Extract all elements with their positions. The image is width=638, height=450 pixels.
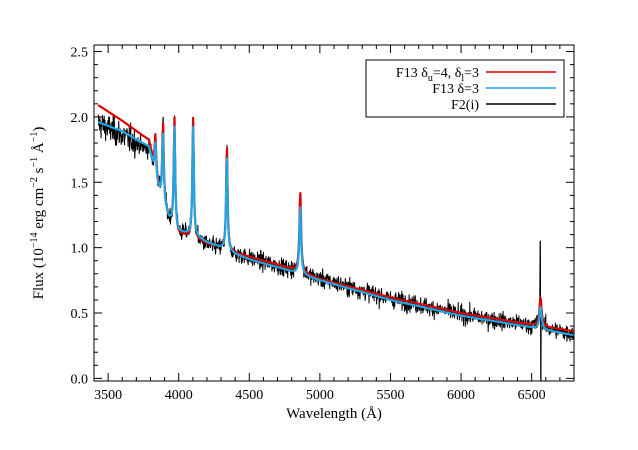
ticks-layer: 3500 4000 4500 5000 5500 6000 6500 0.0 0.5 1.0 1.5… — [71, 45, 575, 403]
y-axis-label-exponent: −1 — [29, 132, 40, 143]
y-axis-label-part: erg cm — [31, 187, 47, 232]
y-tick-label: 2.5 — [71, 46, 89, 61]
x-tick-label: 4500 — [235, 388, 263, 403]
x-tick-label: 5000 — [306, 388, 334, 403]
y-axis-label: Flux (10−14 erg cm−2 s−1 Å−1) — [29, 127, 47, 300]
y-axis-label-part: s — [31, 167, 47, 177]
series-layer — [97, 104, 575, 382]
legend: F13 δu=4, δl=3 F13 δ=3 F2(i) — [365, 59, 565, 118]
y-tick-label: 0.5 — [71, 307, 89, 322]
x-tick-label: 6000 — [447, 388, 475, 403]
y-axis-label-part: Å — [31, 142, 47, 157]
x-tick-label: 3500 — [94, 388, 122, 403]
legend-label-f13-d3: F13 δ=3 — [432, 82, 479, 97]
y-axis-label-part: Flux (10 — [31, 248, 47, 299]
x-tick-label: 4000 — [165, 388, 193, 403]
y-tick-label: 2.0 — [71, 111, 89, 126]
x-axis-label: Wavelength (Å) — [286, 406, 382, 422]
y-axis-label-exponent: −1 — [29, 157, 40, 168]
legend-label-f13-du4-dl3: F13 δu=4, δl=3 — [396, 66, 479, 84]
y-tick-label: 1.5 — [71, 176, 89, 191]
y-tick-label: 0.0 — [71, 372, 89, 387]
x-tick-label: 5500 — [376, 388, 404, 403]
y-axis-label-exponent: −14 — [29, 232, 40, 248]
series-line-f13-3 — [97, 121, 575, 337]
y-tick-label: 1.0 — [71, 242, 89, 257]
legend-label-f2i: F2(i) — [451, 98, 479, 113]
y-axis-label-exponent: −2 — [29, 177, 40, 188]
y-axis-label-part: ) — [31, 127, 47, 132]
x-tick-label: 6500 — [518, 388, 546, 403]
